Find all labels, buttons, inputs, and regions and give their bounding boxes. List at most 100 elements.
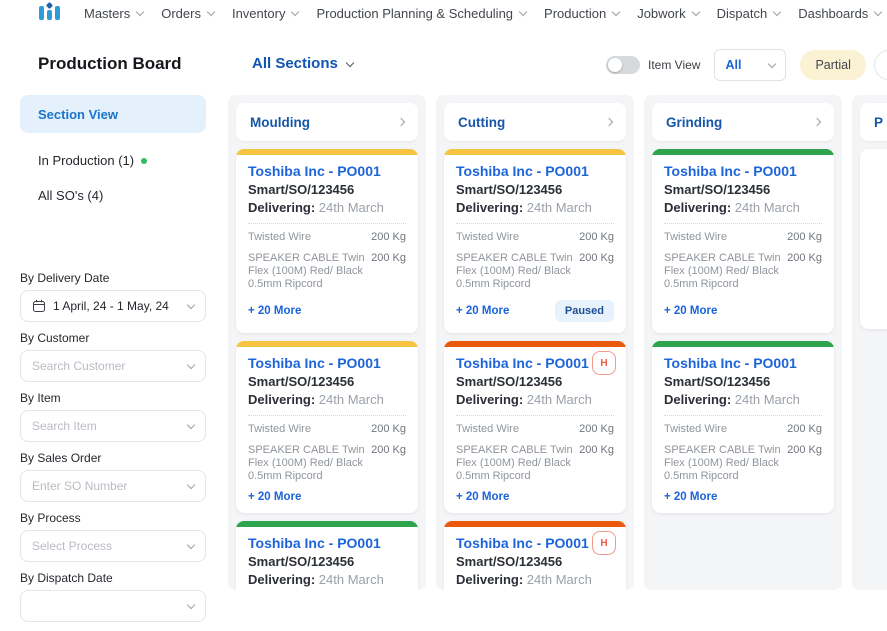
nav-item-masters[interactable]: Masters: [84, 6, 145, 21]
filter-list: By Delivery Date 1 April, 24 - 1 May, 24 B…: [20, 271, 206, 622]
card-sales-order: Smart/SO/123456: [456, 554, 563, 569]
column-header-p[interactable]: P: [860, 103, 887, 141]
production-card[interactable]: [860, 149, 887, 329]
production-board: Moulding Toshiba Inc - PO001 Smart/SO/1234…: [228, 95, 887, 590]
chevron-down-icon: [206, 7, 216, 17]
card-delivery: Delivering: 24th March: [456, 200, 614, 216]
card-delivery: Delivering: 24th March: [248, 200, 406, 216]
app-logo-icon[interactable]: [38, 1, 62, 21]
filter-input-by-delivery-date[interactable]: 1 April, 24 - 1 May, 24: [20, 290, 206, 322]
chevron-down-icon: [611, 7, 621, 17]
logo-dot: [45, 1, 54, 10]
nav-item-dispatch[interactable]: Dispatch: [717, 6, 782, 21]
production-card[interactable]: Toshiba Inc - PO001 Smart/SO/123456 Delive…: [444, 341, 626, 513]
item-qty: 200 Kg: [787, 252, 822, 264]
filter-input-by-process[interactable]: Select Process: [20, 530, 206, 562]
filter-input-by-item[interactable]: Search Item: [20, 410, 206, 442]
filter-input-by-sales-order[interactable]: Enter SO Number: [20, 470, 206, 502]
delivery-date: 24th March: [318, 572, 384, 587]
card-item-row: Twisted Wire 200 Kg: [248, 231, 406, 244]
column-header-grinding[interactable]: Grinding: [652, 103, 834, 141]
hold-badge: H: [592, 531, 616, 555]
chevron-down-icon: [186, 360, 196, 370]
nav-item-jobwork[interactable]: Jobwork: [637, 6, 700, 21]
delivery-date: 24th March: [734, 392, 800, 407]
item-qty: 200 Kg: [371, 252, 406, 264]
filter-by-delivery-date: By Delivery Date 1 April, 24 - 1 May, 24: [20, 271, 206, 322]
all-sections-dropdown[interactable]: All Sections: [252, 55, 355, 72]
nav-item-label: Production: [544, 6, 607, 21]
delivery-label: Delivering:: [248, 572, 319, 587]
production-card[interactable]: Toshiba Inc - PO001 Smart/SO/123456 Delive…: [444, 149, 626, 333]
production-card[interactable]: Toshiba Inc - PO001 Smart/SO/123456 Delive…: [236, 521, 418, 590]
dotted-divider: [456, 223, 614, 224]
card-accent-bar: [652, 341, 834, 347]
sidebar-view-in-production-1-[interactable]: In Production (1): [20, 133, 206, 168]
production-card[interactable]: Toshiba Inc - PO001 Smart/SO/123456 Delive…: [444, 521, 626, 590]
card-footer: + 20 More: [664, 491, 822, 503]
item-view-toggle[interactable]: [606, 56, 640, 74]
more-items-link[interactable]: + 20 More: [248, 491, 302, 503]
card-body: Toshiba Inc - PO001 Smart/SO/123456 Delive…: [444, 527, 626, 590]
filter-label: By Customer: [20, 331, 90, 345]
card-accent-bar: [236, 341, 418, 347]
card-sales-order: Smart/SO/123456: [664, 182, 771, 197]
dotted-divider: [248, 223, 406, 224]
filter-input-by-customer[interactable]: Search Customer: [20, 350, 206, 382]
production-card[interactable]: Toshiba Inc - PO001 Smart/SO/123456 Delive…: [236, 341, 418, 513]
status-pill-partial[interactable]: Partial: [800, 50, 866, 80]
scope-select[interactable]: All: [714, 49, 787, 81]
nav-item-orders[interactable]: Orders: [161, 6, 216, 21]
item-name: Twisted Wire: [248, 423, 311, 435]
column-title: Moulding: [250, 114, 310, 130]
more-items-link[interactable]: + 20 More: [456, 305, 510, 317]
board-column-grinding: Grinding Toshiba Inc - PO001 Smart/SO/1234…: [644, 95, 842, 590]
column-header-cutting[interactable]: Cutting: [444, 103, 626, 141]
card-accent-bar: [236, 149, 418, 155]
card-item-row: Twisted Wire 200 Kg: [248, 423, 406, 436]
card-customer-po: Toshiba Inc - PO001: [248, 535, 381, 551]
more-items-link[interactable]: + 20 More: [664, 491, 718, 503]
column-title: P: [874, 114, 884, 130]
top-navigation: Masters Orders Inventory Production Plannin…: [0, 0, 887, 27]
status-pill-pending[interactable]: Pending: [873, 50, 887, 80]
card-customer-po: Toshiba Inc - PO001: [248, 163, 381, 179]
card-delivery: Delivering: 24th March: [456, 392, 614, 408]
item-qty: 200 Kg: [579, 423, 614, 435]
item-qty: 200 Kg: [787, 423, 822, 435]
more-items-link[interactable]: + 20 More: [664, 305, 718, 317]
sidebar-view-all-so-s-4-[interactable]: All SO's (4): [20, 168, 206, 203]
page-title: Production Board: [38, 54, 182, 73]
filter-input-by-dispatch-date[interactable]: [20, 590, 206, 622]
logo-bar: [39, 6, 44, 20]
nav-item-production[interactable]: Production: [544, 6, 621, 21]
board-column-cutting: Cutting Toshiba Inc - PO001 Smart/SO/12345…: [436, 95, 634, 590]
card-accent-bar: [236, 521, 418, 527]
column-header-moulding[interactable]: Moulding: [236, 103, 418, 141]
nav-item-inventory[interactable]: Inventory: [232, 6, 300, 21]
nav-item-label: Orders: [161, 6, 201, 21]
production-card[interactable]: Toshiba Inc - PO001 Smart/SO/123456 Delive…: [236, 149, 418, 333]
card-footer: + 20 More: [664, 299, 822, 323]
production-card[interactable]: Toshiba Inc - PO001 Smart/SO/123456 Delive…: [652, 149, 834, 333]
nav-item-production-planning-scheduling[interactable]: Production Planning & Scheduling: [316, 6, 528, 21]
nav-menu: Masters Orders Inventory Production Plannin…: [84, 6, 887, 21]
nav-item-dashboards[interactable]: Dashboards: [798, 6, 883, 21]
production-card[interactable]: Toshiba Inc - PO001 Smart/SO/123456 Delive…: [652, 341, 834, 513]
card-body: Toshiba Inc - PO001 Smart/SO/123456 Delive…: [236, 527, 418, 590]
filter-label: By Item: [20, 391, 61, 405]
scope-select-value: All: [725, 58, 742, 72]
sidebar-view-section-view[interactable]: Section View: [20, 95, 206, 133]
filter-by-dispatch-date: By Dispatch Date: [20, 571, 206, 622]
more-items-link[interactable]: + 20 More: [248, 305, 302, 317]
card-sales-order: Smart/SO/123456: [248, 182, 355, 197]
filter-label: By Process: [20, 511, 81, 525]
hold-badge: H: [592, 351, 616, 375]
more-items-link[interactable]: + 20 More: [456, 491, 510, 503]
delivery-label: Delivering:: [456, 572, 527, 587]
filter-by-item: By Item Search Item: [20, 391, 206, 442]
item-name: SPEAKER CABLE Twin Flex (100M) Red/ Blac…: [248, 444, 365, 482]
chevron-down-icon: [874, 7, 883, 17]
filter-value: 1 April, 24 - 1 May, 24: [53, 299, 169, 313]
card-delivery: Delivering: 24th March: [248, 392, 406, 408]
